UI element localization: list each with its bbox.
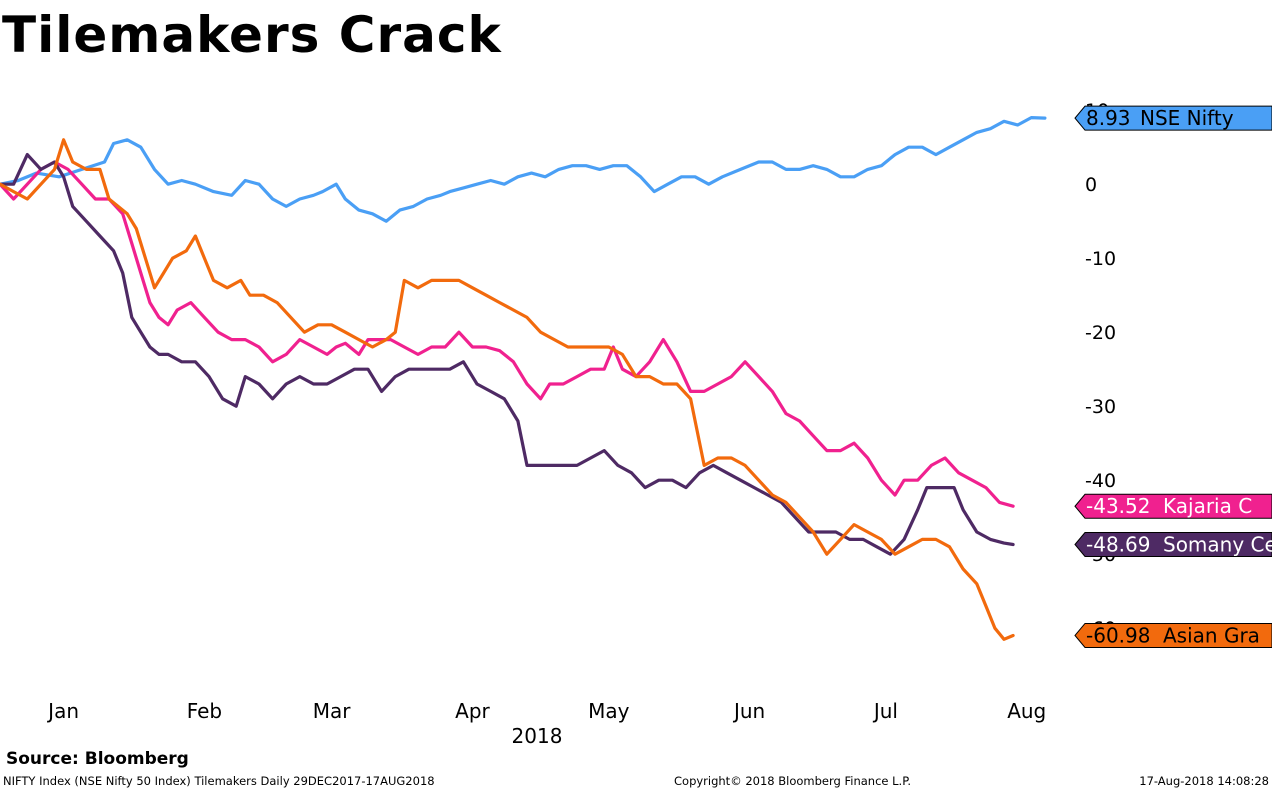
series-line-somany-ce [0,153,1015,556]
x-tick-label: Jun [732,699,765,723]
x-axis-year-label: 2018 [512,724,563,748]
tag-kajaria-c [1074,493,1272,519]
x-axis: Jan Feb Mar Apr May Jun Jul Aug 2018 [46,699,1046,748]
tag-value-nse-nifty: 8.93 [1086,106,1131,130]
series-line-kajaria-c [0,160,1015,508]
y-tick-label: -40 [1085,470,1116,492]
tag-value-asian-gra: -60.98 [1086,623,1150,647]
y-tick-label: -10 [1085,248,1116,270]
footer-copyright: Copyright© 2018 Bloomberg Finance L.P. [674,774,911,788]
y-tick-label: -30 [1085,396,1116,418]
x-tick-label: Aug [1007,699,1046,723]
last-value-tags: 8.93 NSE Nifty -43.52 Kajaria C -48.69 Somany… [1074,105,1272,648]
x-tick-label: Apr [455,699,490,723]
tag-nse-nifty [1074,105,1272,131]
tag-label-asian-gra: Asian Gra [1163,623,1260,647]
x-tick-label: Mar [313,699,352,723]
x-tick-label: Jul [872,699,898,723]
series-lines [0,116,1047,641]
x-tick-label: Feb [187,699,222,723]
source-note: Source: Bloomberg [6,749,189,769]
tag-label-somany-ce: Somany Ce [1163,533,1272,557]
tag-value-somany-ce: -48.69 [1086,533,1150,557]
chart-title: Tilemakers Crack [2,6,502,64]
tag-label-kajaria-c: Kajaria C [1163,494,1252,518]
footer-description: NIFTY Index (NSE Nifty 50 Index) Tilemak… [3,774,435,788]
y-tick-label: 0 [1085,174,1097,196]
tag-asian-gra [1074,622,1272,648]
y-tick-label: -20 [1085,322,1116,344]
x-tick-label: Jan [46,699,79,723]
tag-value-kajaria-c: -43.52 [1086,494,1150,518]
series-line-nse-nifty [0,116,1047,223]
tag-label-nse-nifty: NSE Nifty [1140,106,1234,130]
series-line-asian-gra [0,138,1015,641]
y-axis: 100-10-20-30-40-50-60 [1085,100,1116,640]
tag-somany-ce [1074,532,1272,558]
footer-timestamp: 17-Aug-2018 14:08:28 [1139,774,1269,788]
x-tick-label: May [588,699,630,723]
